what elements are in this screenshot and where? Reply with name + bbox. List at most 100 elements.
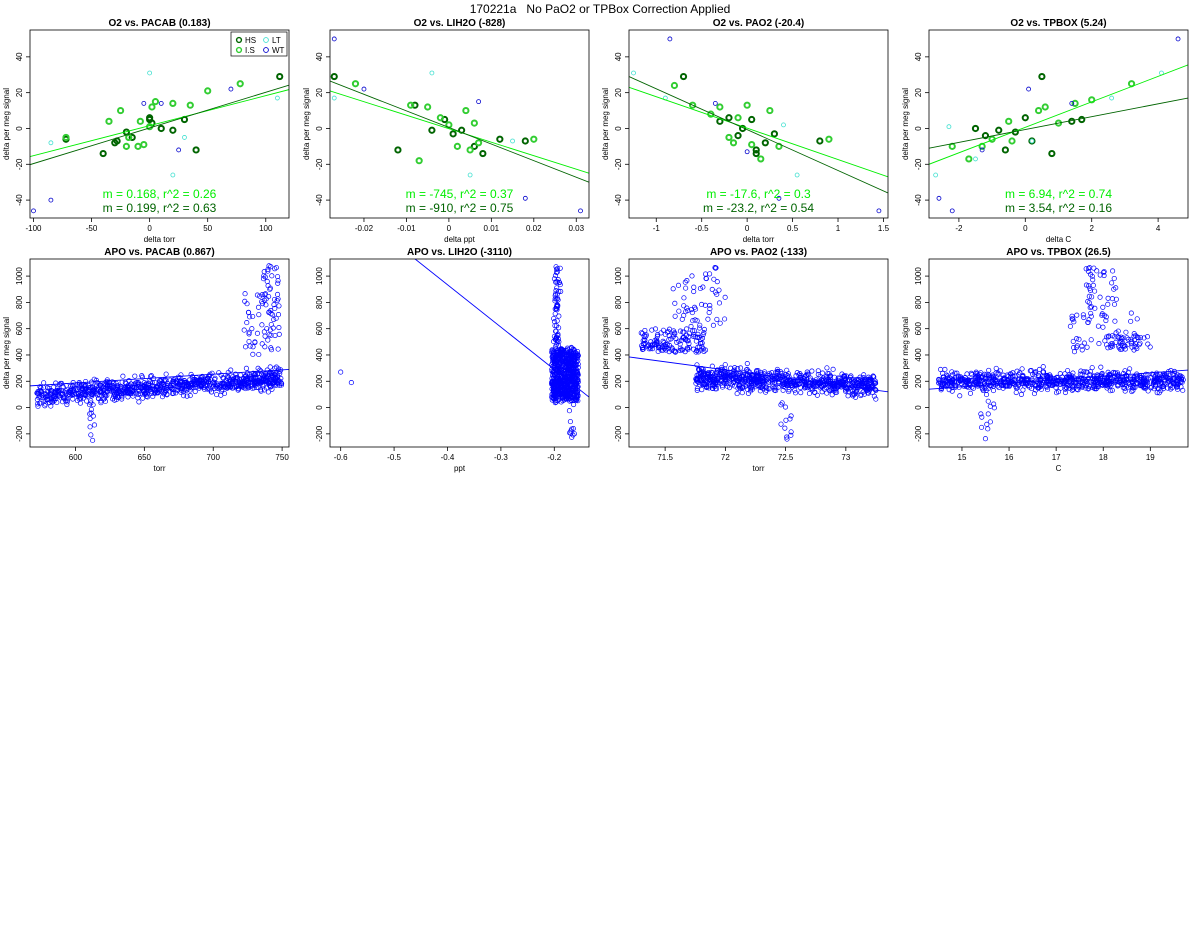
data-point-is [716,103,724,111]
data-point [247,343,253,349]
data-point [1097,294,1103,300]
data-point-hs [111,139,119,147]
data-point [1004,372,1010,378]
plot-frame [329,29,590,219]
data-point [210,383,216,390]
data-point [734,391,740,397]
data-point [90,413,96,419]
data-point [1113,296,1119,302]
data-point [244,320,250,326]
data-point [950,372,956,378]
data-point [564,395,570,401]
data-point [950,378,956,384]
data-point [666,326,673,332]
data-point-hs [752,149,760,158]
x-tick-label: 0.03 [568,224,584,233]
data-point [275,274,281,280]
chart-title: APO vs. TPBOX (26.5) [1006,247,1110,258]
y-tick-label: 1000 [914,267,923,285]
data-point [96,395,102,401]
data-point [681,329,687,335]
data-point [263,296,269,302]
data-point [1100,324,1106,330]
data-point [781,383,787,390]
y-tick-label: 0 [15,405,24,410]
data-point [703,276,709,282]
data-point [1124,342,1130,348]
data-point [49,399,55,405]
data-point [555,348,561,354]
data-point [836,375,843,381]
data-point [152,389,158,396]
data-point [979,377,985,383]
data-point [763,384,770,390]
fit-line [330,80,589,183]
data-point [242,382,248,388]
data-point [557,280,563,286]
data-point [179,379,185,385]
data-point [187,384,193,390]
data-point [703,371,709,377]
x-axis-label: C [1056,464,1062,473]
data-point [697,322,703,328]
data-point [1083,266,1089,272]
data-point [88,406,94,413]
data-point [1070,338,1076,344]
data-point [181,393,187,399]
data-point [170,390,177,396]
data-point [242,298,248,304]
data-point [256,312,262,318]
data-point [63,398,69,404]
data-point [571,401,577,408]
data-point [867,377,873,383]
data-point-lt [1029,138,1035,144]
data-point [1175,386,1181,392]
data-point [262,291,268,298]
data-point [565,365,571,371]
data-point [987,419,993,425]
data-point [716,375,722,381]
data-point [167,377,173,383]
data-point [101,381,107,387]
data-point-is [415,157,423,165]
data-point [87,424,93,430]
data-point [979,414,985,420]
data-point [1120,385,1126,391]
data-point [134,380,140,386]
data-point [73,391,79,397]
data-point [981,381,987,387]
x-axis-label: delta torr [743,235,775,244]
data-point [705,316,711,322]
data-point [819,389,825,395]
data-point [205,375,211,381]
y-tick-label: -20 [614,158,623,170]
data-point [1071,349,1078,355]
fit-annotation: m = 0.199, r^2 = 0.63 [103,201,217,215]
y-tick-label: -40 [315,194,324,206]
data-point [553,393,559,399]
data-point [1109,387,1115,393]
y-tick-label: 40 [914,52,923,61]
data-point [699,335,706,341]
data-point [161,383,167,389]
data-point [252,339,258,346]
data-point [1043,384,1049,390]
data-point-is [186,101,194,109]
data-point [1135,381,1141,387]
data-point-is [743,101,751,109]
data-point [782,404,789,410]
data-point [1040,364,1046,370]
data-point [552,398,558,404]
data-point [1106,333,1112,339]
data-point [695,344,701,350]
y-tick-label: 200 [15,374,24,388]
data-point-hs [394,146,402,154]
data-point-is [748,140,756,149]
data-point [259,299,265,305]
data-point [979,424,985,430]
data-point [559,387,565,393]
data-point [815,368,821,374]
plot-frame [928,29,1189,219]
data-point [1005,373,1011,379]
